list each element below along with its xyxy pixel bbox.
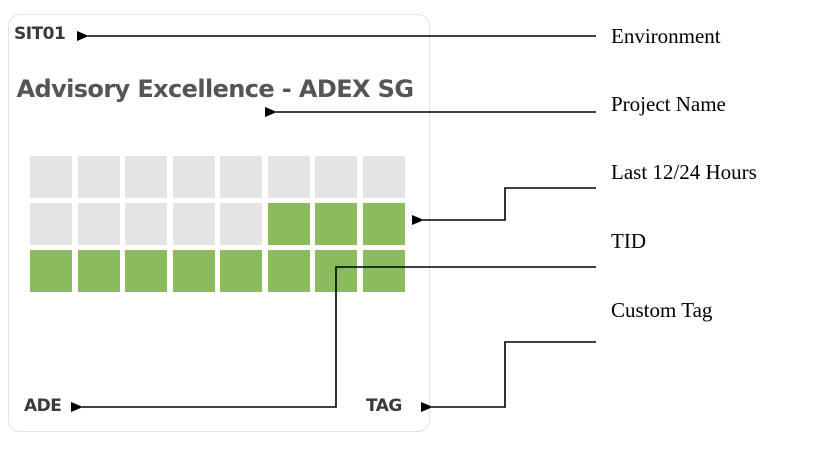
tid-arrow	[71, 266, 596, 412]
status-cell	[125, 203, 167, 245]
status-cell	[267, 250, 310, 292]
custom-tag-label: TAG	[366, 396, 402, 416]
status-cell	[315, 156, 357, 198]
status-cell	[220, 250, 262, 292]
legend-tid: TID	[611, 229, 646, 253]
status-cell	[315, 203, 357, 245]
custom-tag-arrow	[421, 341, 596, 412]
status-cell	[77, 203, 120, 245]
status-cell	[125, 156, 167, 198]
project-name: Advisory Excellence - ADEX SG	[16, 75, 415, 103]
legend-project-name: Project Name	[611, 92, 726, 116]
status-cell	[267, 156, 310, 198]
status-cell	[362, 156, 405, 198]
status-cell	[172, 203, 215, 245]
legend-custom-tag: Custom Tag	[611, 298, 713, 322]
hours-arrow	[412, 187, 596, 225]
status-cell	[220, 156, 262, 198]
status-cell	[220, 203, 262, 245]
status-cell	[30, 250, 72, 292]
status-cell	[362, 250, 405, 292]
legend-environment: Environment	[611, 24, 721, 48]
legend-hours: Last 12/24 Hours	[611, 160, 757, 184]
environment-label: SIT01	[14, 24, 66, 44]
status-cell	[77, 250, 120, 292]
status-cell	[77, 156, 120, 198]
status-cell	[172, 156, 215, 198]
status-cell	[30, 203, 72, 245]
status-cell	[172, 250, 215, 292]
status-grid	[30, 156, 405, 292]
tid-label: ADE	[24, 396, 62, 416]
status-cell	[30, 156, 72, 198]
status-cell	[362, 203, 405, 245]
status-cell	[267, 203, 310, 245]
status-cell	[125, 250, 167, 292]
